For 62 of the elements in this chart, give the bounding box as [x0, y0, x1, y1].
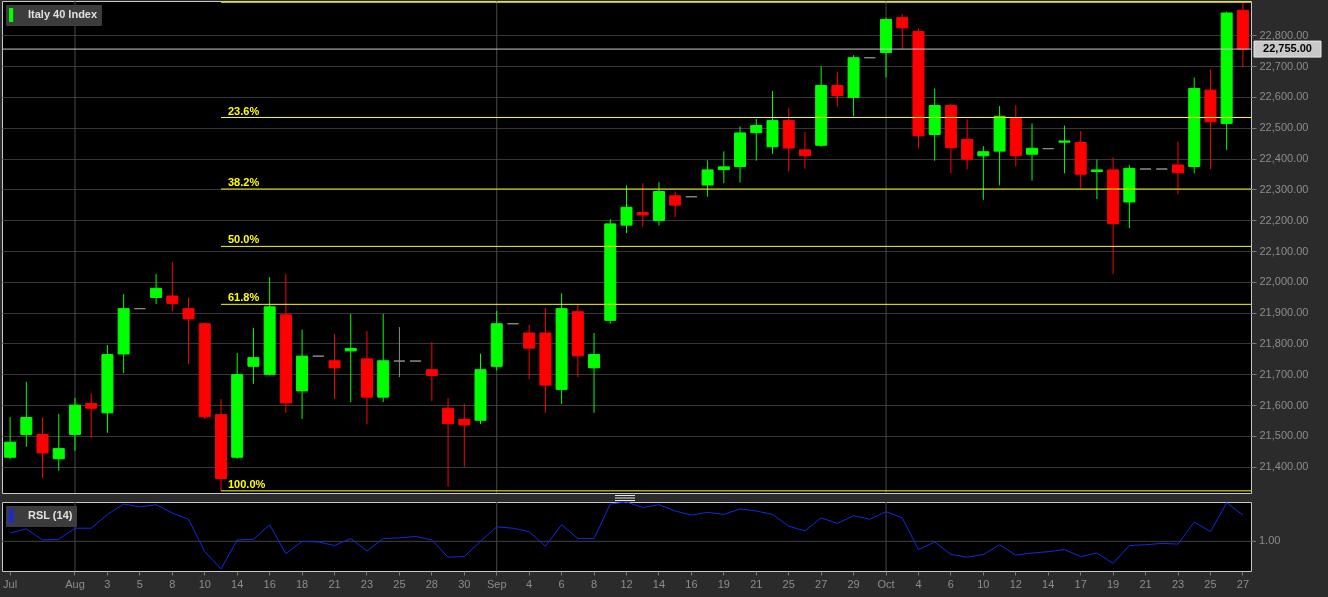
x-tick-label: 10: [977, 577, 990, 590]
x-tick-label: 6: [558, 577, 565, 590]
annotation: 50.0%: [227, 233, 260, 246]
y-tick-label: 22,000.00: [1259, 275, 1309, 288]
x-tick-label: 27: [1236, 577, 1250, 590]
y-tick-label: 21,800.00: [1259, 336, 1309, 349]
x-tick-label: 23: [1171, 577, 1185, 590]
x-tick-label: Oct: [877, 577, 895, 590]
x-tick-label: 16: [685, 577, 698, 590]
x-tick-label: 16: [263, 577, 276, 590]
x-tick-label: 25: [393, 577, 406, 590]
x-tick-label: 23: [360, 577, 374, 590]
x-tick-label: 18: [295, 577, 309, 590]
x-tick-label: 27: [815, 577, 828, 590]
y-tick-label: 21,900.00: [1259, 306, 1309, 319]
y-tick-label: 21,500.00: [1259, 429, 1309, 442]
x-tick-label: 25: [782, 577, 795, 590]
x-tick-label: Sep: [486, 577, 507, 590]
legend-label: RSL (14): [28, 509, 73, 521]
text: 1.00: [1259, 534, 1281, 547]
x-tick-label: Aug: [65, 577, 85, 590]
y-tick-label: 21,700.00: [1259, 367, 1309, 380]
annotation: 61.8%: [227, 291, 260, 304]
y-tick-label: 21,400.00: [1259, 460, 1309, 473]
y-tick-label: 22,600.00: [1259, 90, 1309, 103]
legend-label: Italy 40 Index: [28, 8, 98, 20]
y-tick-label: 22,700.00: [1259, 59, 1309, 72]
annotation: 100.0%: [227, 477, 266, 490]
y-tick-label: 22,400.00: [1259, 152, 1309, 165]
x-tick-label: 10: [198, 577, 211, 590]
y-tick-label: 22,300.00: [1259, 182, 1309, 195]
x-tick-label: 5: [136, 577, 143, 590]
ref-line-label: 22,755.00: [1263, 42, 1312, 55]
y-tick-label: 21,600.00: [1259, 398, 1309, 411]
annotation: 23.6%: [227, 104, 260, 117]
x-tick-label: Jul: [3, 577, 18, 590]
x-tick-label: 19: [1107, 577, 1120, 590]
x-tick-label: 29: [847, 577, 860, 590]
x-tick-label: 12: [620, 577, 633, 590]
y-tick-label: 22,200.00: [1259, 213, 1309, 226]
y-tick-label: 22,500.00: [1259, 121, 1309, 134]
y-tick-label: 22,100.00: [1259, 244, 1309, 257]
x-tick-label: 14: [1042, 577, 1055, 590]
x-tick-label: 28: [425, 577, 438, 590]
x-tick-label: 17: [1074, 577, 1087, 590]
x-tick-label: 14: [231, 577, 244, 590]
x-tick-label: 8: [591, 577, 598, 590]
x-tick-label: 6: [947, 577, 954, 590]
x-tick-label: 3: [104, 577, 111, 590]
x-tick-label: 4: [915, 577, 922, 590]
y-tick-label: 22,800.00: [1259, 28, 1309, 41]
x-tick-label: 19: [717, 577, 730, 590]
x-tick-label: 21: [750, 577, 763, 590]
x-tick-label: 25: [1204, 577, 1217, 590]
x-tick-label: 8: [169, 577, 176, 590]
x-tick-label: 30: [458, 577, 471, 590]
x-tick-label: 12: [1009, 577, 1022, 590]
annotation: 38.2%: [227, 176, 260, 189]
x-tick-label: 4: [526, 577, 533, 590]
x-tick-label: 14: [652, 577, 666, 590]
x-tick-label: 21: [1139, 577, 1152, 590]
x-tick-label: 21: [328, 577, 341, 590]
